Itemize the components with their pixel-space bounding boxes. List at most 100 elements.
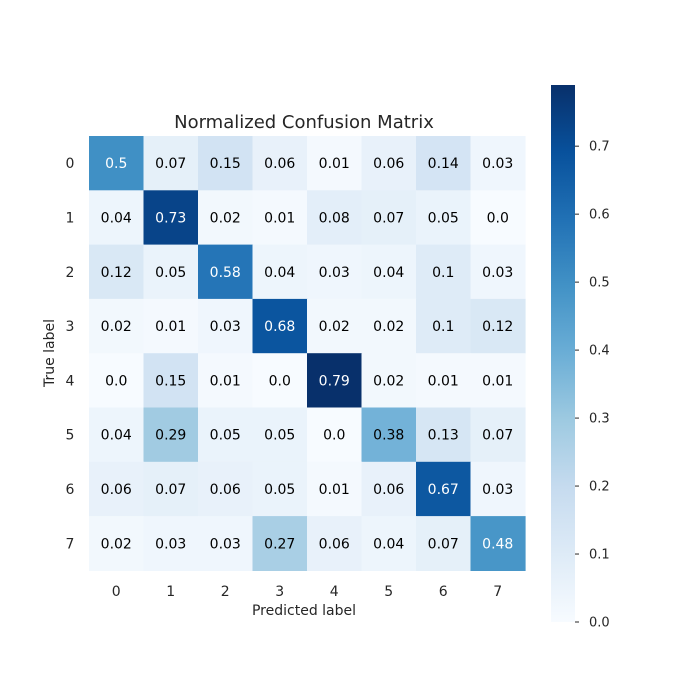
heatmap-cell [307, 407, 363, 463]
heatmap-cells [89, 136, 526, 571]
heatmap-cell [307, 516, 363, 571]
cell-value-label: 0.05 [210, 428, 241, 444]
heatmap-cell [89, 461, 145, 517]
cell-value-label: 0.07 [428, 536, 459, 552]
y-tick-label: 3 [66, 319, 75, 335]
cell-value-label: 0.02 [373, 373, 404, 389]
cell-value-label: 0.0 [487, 210, 509, 226]
cell-value-label: 0.68 [264, 319, 295, 335]
heatmap-cell [307, 461, 363, 517]
chart-title: Normalized Confusion Matrix [174, 112, 434, 133]
heatmap-cell [143, 353, 199, 409]
cell-value-label: 0.04 [101, 428, 132, 444]
heatmap-cell [143, 298, 199, 354]
heatmap-cell [470, 136, 526, 191]
cell-value-label: 0.79 [319, 373, 350, 389]
cell-value-label: 0.73 [155, 210, 186, 226]
cell-value-label: 0.67 [428, 482, 459, 498]
cell-value-label: 0.07 [155, 482, 186, 498]
cell-value-label: 0.01 [319, 156, 350, 172]
y-tick-label: 1 [66, 210, 75, 226]
cell-value-label: 0.38 [373, 428, 404, 444]
cell-value-label: 0.15 [210, 156, 241, 172]
y-tick-label: 2 [66, 265, 75, 281]
heatmap-cell [143, 190, 199, 246]
cell-value-label: 0.48 [482, 536, 513, 552]
heatmap-cell [416, 516, 472, 571]
heatmap-cell [252, 298, 308, 354]
heatmap-cell [361, 516, 417, 571]
heatmap-cell [198, 407, 254, 463]
heatmap-cell [252, 516, 308, 571]
heatmap-cell [198, 353, 254, 409]
heatmap-cell [198, 298, 254, 354]
cell-value-label: 0.04 [373, 265, 404, 281]
heatmap-cell [143, 461, 199, 517]
x-tick-label: 0 [112, 584, 121, 600]
heatmap-cell [89, 298, 145, 354]
colorbar-tick-label: 0.3 [589, 412, 610, 427]
heatmap-cell [252, 407, 308, 463]
x-tick-label: 1 [166, 584, 175, 600]
heatmap-cell [89, 353, 145, 409]
heatmap-cell [470, 244, 526, 300]
colorbar-tick-label: 0.5 [589, 276, 610, 291]
cell-value-label: 0.04 [264, 265, 295, 281]
colorbar-tick-label: 0.0 [589, 616, 610, 631]
cell-value-label: 0.01 [482, 373, 513, 389]
heatmap-cell-labels: 0.5 0.07 0.15 0.06 0.01 0.06 0.14 0.03 0.04 0.73 0… [101, 156, 514, 552]
cell-value-label: 0.04 [101, 210, 132, 226]
heatmap-cell [470, 407, 526, 463]
cell-value-label: 0.0 [323, 428, 345, 444]
cell-value-label: 0.02 [210, 210, 241, 226]
cell-value-label: 0.0 [269, 373, 291, 389]
heatmap-cell [143, 136, 199, 191]
x-tick-label: 3 [275, 584, 284, 600]
heatmap-cell [361, 353, 417, 409]
cell-value-label: 0.12 [101, 265, 132, 281]
heatmap-cell [89, 244, 145, 300]
cell-value-label: 0.02 [101, 536, 132, 552]
cell-value-label: 0.03 [482, 265, 513, 281]
heatmap-cell [361, 244, 417, 300]
heatmap-cell [252, 190, 308, 246]
colorbar-tick-label: 0.6 [589, 208, 610, 223]
heatmap-cell [307, 136, 363, 191]
heatmap-cell [470, 516, 526, 571]
heatmap-cell [143, 407, 199, 463]
heatmap-cell [198, 136, 254, 191]
heatmap-cell [416, 190, 472, 246]
cell-value-label: 0.5 [105, 156, 127, 172]
heatmap-cell [198, 190, 254, 246]
cell-value-label: 0.05 [264, 482, 295, 498]
heatmap-cell [361, 136, 417, 191]
heatmap-cell [89, 516, 145, 571]
heatmap-cell [198, 516, 254, 571]
heatmap-cell [470, 190, 526, 246]
cell-value-label: 0.06 [101, 482, 132, 498]
y-axis-label: True label [42, 319, 58, 388]
cell-value-label: 0.29 [155, 428, 186, 444]
cell-value-label: 0.07 [155, 156, 186, 172]
cell-value-label: 0.05 [428, 210, 459, 226]
cell-value-label: 0.01 [428, 373, 459, 389]
cell-value-label: 0.02 [319, 319, 350, 335]
cell-value-label: 0.01 [264, 210, 295, 226]
cell-value-label: 0.02 [373, 319, 404, 335]
y-axis-ticks: 0 1 2 3 4 5 6 7 [66, 156, 75, 552]
colorbar-tick-label: 0.2 [589, 480, 610, 495]
heatmap-cell [307, 190, 363, 246]
colorbar-tick-label: 0.7 [589, 140, 610, 155]
heatmap-cell [361, 190, 417, 246]
x-axis-label: Predicted label [252, 603, 356, 619]
y-tick-label: 7 [66, 536, 75, 552]
y-tick-label: 5 [66, 428, 75, 444]
y-tick-label: 6 [66, 482, 75, 498]
cell-value-label: 0.07 [373, 210, 404, 226]
cell-value-label: 0.06 [210, 482, 241, 498]
heatmap-cell [252, 353, 308, 409]
colorbar-tick-label: 0.4 [589, 344, 610, 359]
heatmap-cell [89, 190, 145, 246]
heatmap-cell [252, 461, 308, 517]
